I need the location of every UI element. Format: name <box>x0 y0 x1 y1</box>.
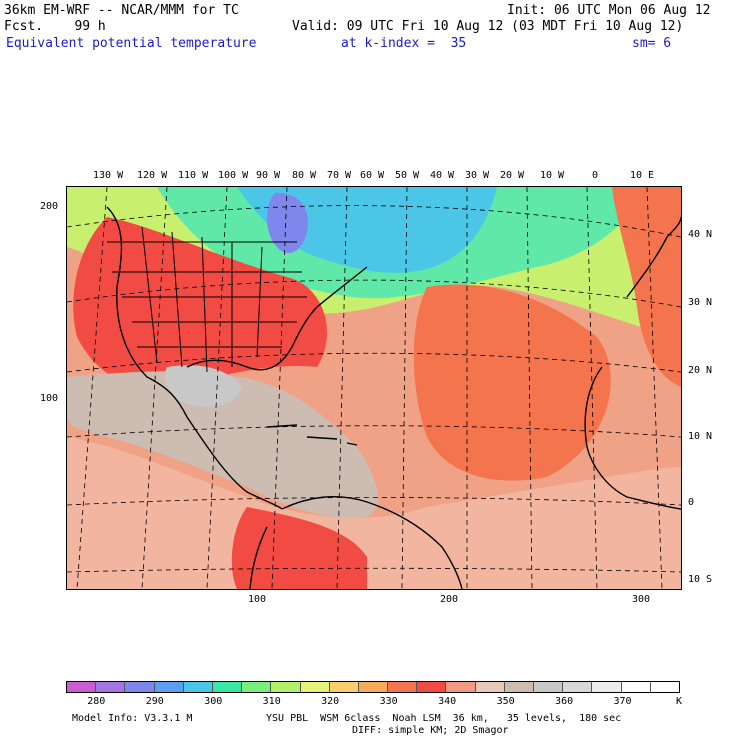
forecast-hour: Fcst. 99 h <box>4 19 106 34</box>
field-warm-atlantic <box>413 284 611 481</box>
colorbar-label: 290 <box>145 696 164 707</box>
valid-time: Valid: 09 UTC Fri 10 Aug 12 (03 MDT Fri … <box>292 19 684 34</box>
longitude-label: 20 W <box>500 170 525 181</box>
latitude-label: 40 N <box>688 229 713 240</box>
colorbar-segment <box>96 682 126 692</box>
colorbar-segment <box>212 682 243 692</box>
colorbar-label: 330 <box>379 696 398 707</box>
longitude-label: 70 W <box>327 170 352 181</box>
field-band-gulf <box>165 365 242 407</box>
longitude-label: 100 W <box>218 170 249 181</box>
colorbar-segment <box>358 682 389 692</box>
colorbar <box>66 681 680 693</box>
longitude-label: 10 E <box>630 170 655 181</box>
colorbar-segment <box>621 682 651 692</box>
field-band-360 <box>67 371 378 518</box>
field-warm-africa <box>612 187 681 387</box>
latitude-label: 0 <box>688 497 695 508</box>
field-band-350 <box>67 437 681 589</box>
colorbar-segment <box>125 682 155 692</box>
colorbar-segment <box>446 682 476 692</box>
diffusion-info: DIFF: simple KM; 2D Smagor <box>352 725 509 736</box>
colorbar-segment <box>534 682 564 692</box>
north-america-coast <box>106 206 368 510</box>
longitude-label: 0 <box>592 170 599 181</box>
colorbar-label: 370 <box>613 696 632 707</box>
field-warm-na <box>73 217 327 390</box>
colorbar-segment <box>242 682 272 692</box>
init-time: Init: 06 UTC Mon 06 Aug 12 <box>507 3 711 18</box>
latitude-label: 20 N <box>688 365 713 376</box>
colorbar-label: 310 <box>262 696 281 707</box>
grid-x-label: 200 <box>440 594 459 605</box>
colorbar-segment <box>329 682 359 692</box>
model-info: Model Info: V3.3.1 M <box>72 713 193 724</box>
longitude-label: 80 W <box>292 170 317 181</box>
colorbar-segment <box>67 682 97 692</box>
colorbar-unit: K <box>676 696 683 707</box>
longitude-label: 120 W <box>137 170 168 181</box>
grid-x-label: 300 <box>632 594 651 605</box>
longitude-label: 10 W <box>540 170 565 181</box>
colorbar-segment <box>592 682 622 692</box>
europe-coast <box>626 216 681 298</box>
caribbean-islands <box>266 424 358 446</box>
colorbar-segment <box>300 682 330 692</box>
colorbar-label: 320 <box>321 696 340 707</box>
grid-y-label: 100 <box>40 393 59 404</box>
longitude-label: 30 W <box>465 170 490 181</box>
colorbar-segment <box>154 682 184 692</box>
grid-x-label: 100 <box>248 594 267 605</box>
colorbar-label: 300 <box>204 696 223 707</box>
colorbar-segment <box>563 682 593 692</box>
field-name: Equivalent potential temperature <box>6 36 257 51</box>
state-borders <box>107 226 307 373</box>
latitude-label: 10 N <box>688 431 713 442</box>
grid-y-label: 200 <box>40 201 59 212</box>
latitude-label: 30 N <box>688 297 713 308</box>
graticule <box>67 187 681 589</box>
longitude-label: 50 W <box>395 170 420 181</box>
colorbar-segment <box>504 682 534 692</box>
longitude-label: 90 W <box>256 170 281 181</box>
smoothing-label: sm= 6 <box>632 36 672 51</box>
colorbar-segment <box>417 682 447 692</box>
coastlines <box>106 206 681 589</box>
colorbar-label: 350 <box>496 696 515 707</box>
physics-info: YSU PBL WSM 6class Noah LSM 36 km, 35 le… <box>266 713 622 724</box>
level-label: at k-index = 35 <box>341 36 467 51</box>
equivalent-potential-temperature-map <box>66 186 682 590</box>
latitude-label: 10 S <box>688 574 713 585</box>
longitude-label: 60 W <box>360 170 385 181</box>
map-canvas <box>67 187 681 589</box>
colorbar-segment <box>475 682 505 692</box>
colorbar-label: 280 <box>87 696 106 707</box>
colorbar-label: 340 <box>438 696 457 707</box>
colorbar-segment <box>271 682 301 692</box>
colorbar-segment <box>183 682 213 692</box>
longitude-label: 40 W <box>430 170 455 181</box>
field-band-290 <box>266 192 308 254</box>
model-title: 36km EM-WRF -- NCAR/MMM for TC <box>4 3 239 18</box>
longitude-label: 130 W <box>93 170 124 181</box>
colorbar-label: 360 <box>555 696 574 707</box>
colorbar-segment <box>650 682 679 692</box>
longitude-label: 110 W <box>178 170 209 181</box>
colorbar-segment <box>388 682 418 692</box>
